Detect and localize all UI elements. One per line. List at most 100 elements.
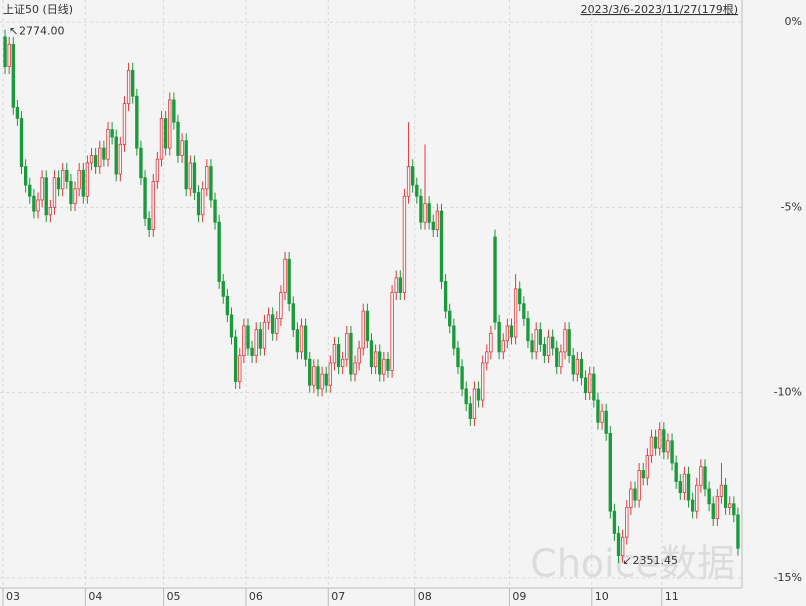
candle-body — [670, 440, 674, 464]
candle-body — [707, 488, 711, 505]
x-tick-label: 05 — [167, 590, 181, 603]
candle-body — [61, 169, 65, 190]
candle-body — [666, 440, 670, 453]
candle-body — [567, 329, 571, 356]
candle-body — [81, 169, 85, 197]
candle-body — [732, 503, 736, 516]
candle-body — [653, 436, 658, 449]
candle-body — [159, 118, 164, 160]
candle-body — [172, 99, 176, 123]
y-tick-label: -10% — [774, 386, 802, 399]
candle-body — [382, 358, 386, 375]
candle-body — [357, 347, 361, 364]
candle-body — [616, 533, 621, 557]
candle-body — [439, 210, 444, 282]
candle-body — [48, 206, 53, 216]
candle-body — [625, 507, 629, 538]
candle-body — [546, 336, 551, 356]
candle-body — [308, 358, 312, 386]
candle-body — [460, 366, 464, 390]
candle-body — [254, 329, 258, 356]
candle-body — [122, 103, 127, 145]
candle-body — [225, 295, 230, 316]
candle-body — [513, 288, 518, 338]
candle-body — [89, 155, 94, 164]
candle-body — [522, 303, 526, 319]
candle-body — [559, 351, 563, 368]
candle-body — [110, 129, 114, 138]
candle-body — [542, 344, 547, 356]
candle-body — [431, 221, 435, 231]
candle-body — [452, 325, 456, 349]
candle-body — [715, 495, 720, 520]
candle-body — [118, 143, 123, 175]
candle-body — [299, 325, 304, 353]
y-tick-label: 0% — [785, 15, 802, 28]
candle-body — [612, 510, 617, 534]
candle-body — [555, 347, 559, 368]
candle-body — [534, 329, 538, 353]
candle-body — [163, 118, 168, 149]
annotation-arrow: ↖ — [9, 25, 18, 38]
candle-body — [448, 310, 452, 327]
candle-body — [93, 155, 98, 168]
candle-body — [275, 318, 279, 334]
candle-body — [250, 347, 254, 356]
candle-body — [608, 432, 612, 512]
candle-body — [238, 355, 242, 382]
x-tick-label: 04 — [88, 590, 102, 603]
candle-body — [649, 436, 654, 457]
candle-body — [209, 166, 213, 201]
candle-body — [361, 310, 365, 349]
candle-body — [233, 336, 238, 382]
candle-body — [435, 210, 440, 231]
candle-body — [303, 325, 308, 360]
x-tick-label: 06 — [249, 590, 263, 603]
candle-body — [221, 281, 225, 297]
candle-body — [571, 355, 575, 375]
candle-body — [604, 410, 608, 434]
candle-body — [143, 177, 147, 219]
candle-body — [406, 166, 411, 197]
chart-title: 上证50 (日线) — [3, 2, 73, 16]
candle-body — [402, 195, 407, 293]
x-tick-label: 08 — [418, 590, 432, 603]
candle-body — [596, 399, 600, 423]
candle-body — [242, 325, 246, 356]
candle-body — [682, 473, 687, 494]
candle-body — [509, 325, 514, 338]
candle-body — [398, 277, 402, 293]
candle-body — [386, 358, 390, 371]
candle-body — [52, 177, 57, 208]
candle-body — [530, 340, 534, 353]
candle-body — [373, 351, 378, 368]
candle-body — [394, 277, 398, 293]
candle-body — [497, 321, 501, 353]
candle-body — [600, 410, 604, 423]
candle-body — [592, 373, 596, 401]
candle-body — [369, 340, 374, 368]
range-label: 2023/3/6-2023/11/27(179根) — [581, 2, 738, 16]
candle-body — [184, 140, 188, 190]
y-tick-label: -15% — [774, 571, 802, 584]
candle-body — [501, 340, 505, 353]
candle-body — [85, 162, 90, 197]
candle-body — [345, 332, 349, 360]
candle-body — [65, 169, 69, 182]
candle-body — [3, 36, 7, 67]
candle-body — [196, 192, 201, 216]
candle-body — [139, 147, 143, 179]
x-tick-label: 10 — [595, 590, 609, 603]
candle-body — [719, 484, 724, 497]
x-tick-label: 07 — [331, 590, 345, 603]
candle-body — [19, 118, 24, 168]
candle-body — [312, 366, 316, 386]
candle-body — [205, 166, 209, 190]
candle-body — [40, 177, 44, 201]
candle-body — [131, 69, 135, 97]
candle-body — [262, 321, 267, 349]
candle-body — [550, 336, 555, 349]
candle-body — [678, 481, 682, 494]
candle-body — [332, 344, 337, 364]
